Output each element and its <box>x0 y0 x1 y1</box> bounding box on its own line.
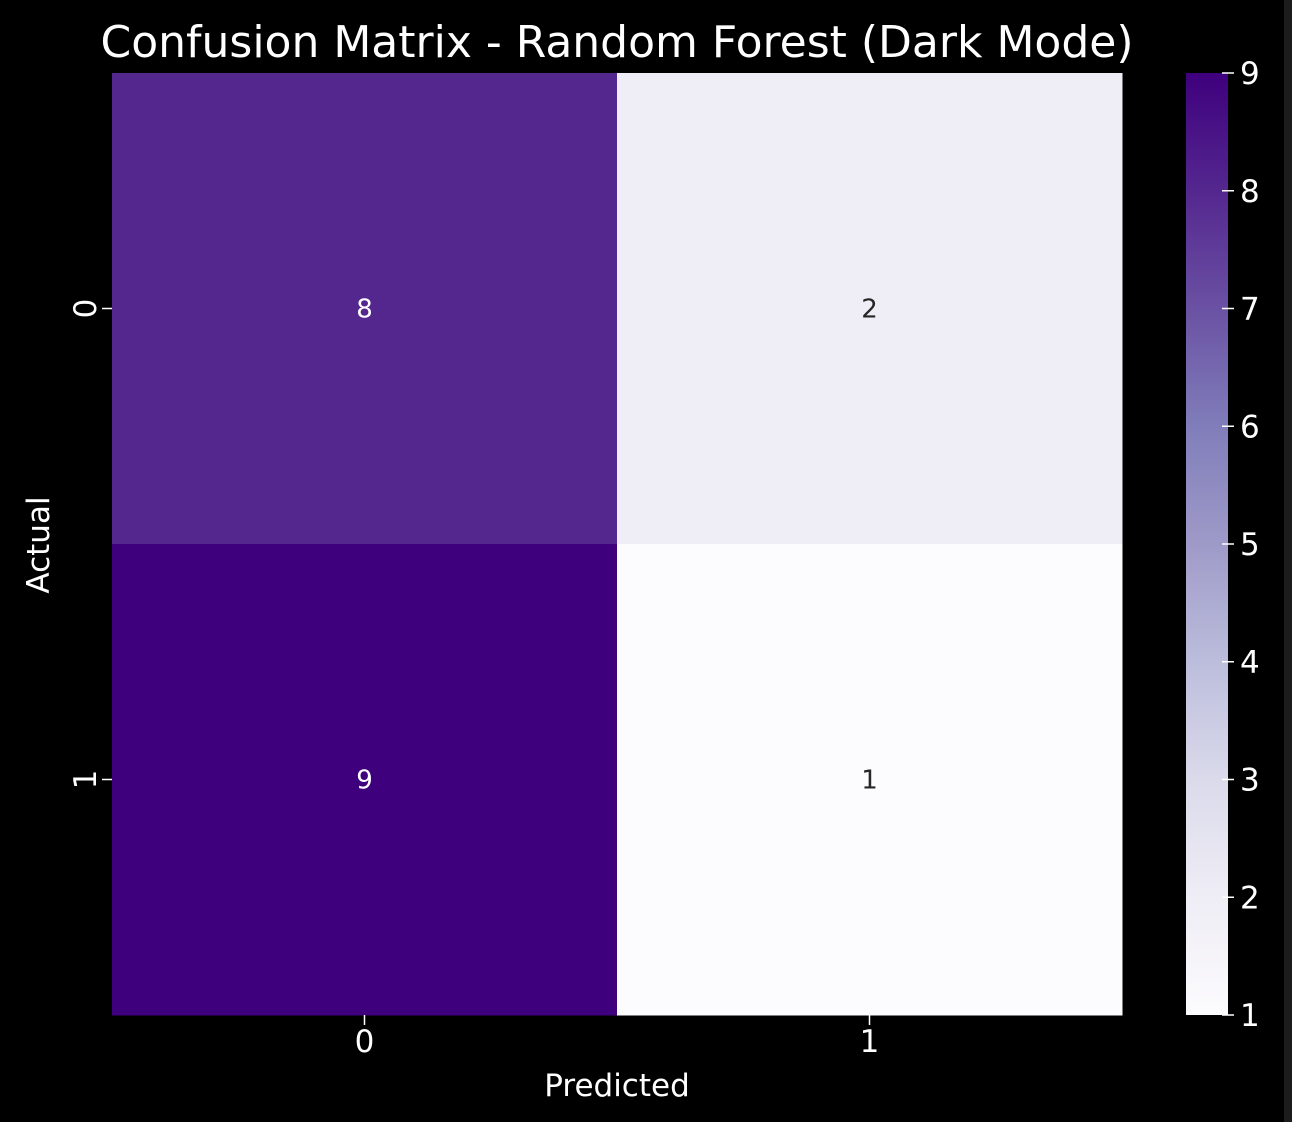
y-axis-label: Actual <box>21 496 57 593</box>
heatmap-cell <box>112 544 618 1016</box>
cell-annotations: 8 2 9 1 <box>356 295 878 796</box>
y-tick-label: 0 <box>68 299 104 319</box>
cell-annotation: 1 <box>861 766 878 796</box>
heatmap-cells <box>112 73 1123 1016</box>
window-edge <box>1284 0 1292 1122</box>
heatmap-cell <box>112 73 618 545</box>
cell-annotation: 2 <box>861 295 878 325</box>
colorbar-tick-label: 9 <box>1240 56 1260 92</box>
colorbar-tick-label: 2 <box>1240 880 1260 916</box>
y-tick-label: 1 <box>68 770 104 790</box>
colorbar-tick-label: 3 <box>1240 763 1260 799</box>
cell-annotation: 9 <box>356 766 373 796</box>
colorbar-tick-label: 4 <box>1240 645 1260 681</box>
cell-annotation: 8 <box>356 295 373 325</box>
colorbar-tick-label: 5 <box>1240 527 1260 563</box>
x-tick-label: 1 <box>860 1024 880 1060</box>
colorbar-tick-label: 1 <box>1240 998 1260 1034</box>
heatmap-cell <box>617 544 1123 1016</box>
colorbar <box>1186 73 1228 1015</box>
colorbar-tick-label: 8 <box>1240 174 1260 210</box>
colorbar-tick-label: 7 <box>1240 292 1260 328</box>
y-axis-ticks: 01 <box>68 299 112 790</box>
x-tick-label: 0 <box>355 1024 375 1060</box>
chart-title: Confusion Matrix - Random Forest (Dark M… <box>100 17 1133 68</box>
heatmap-cell <box>617 73 1123 545</box>
colorbar-ticks: 1 2 3 4 5 6 7 8 9 <box>1222 56 1260 1034</box>
colorbar-tick-label: 6 <box>1240 409 1260 445</box>
x-axis-label: Predicted <box>544 1068 690 1104</box>
